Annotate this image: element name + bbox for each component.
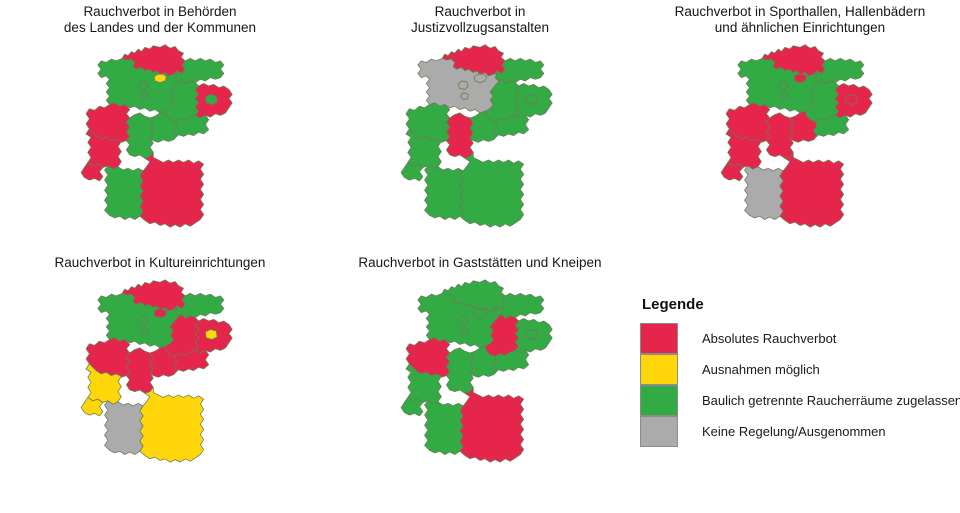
state-hb: Bremen [137, 80, 149, 100]
map-title: Rauchverbot in Kultureinrichtungen [54, 255, 266, 270]
legend: Legende Absolutes Rauchverbot Ausnahmen m… [640, 296, 960, 447]
state-sn: Sachsen [493, 115, 530, 141]
state-mv: Mecklenburg-Vorpommern [173, 57, 225, 84]
state-hb: Bremen [137, 315, 149, 335]
state-hh: Hamburg [473, 73, 488, 84]
state-he: Hessen [126, 112, 154, 159]
germany-map-behoerden: Schleswig-HolsteinMecklenburg-Vorpommern… [80, 44, 233, 228]
state-bw: Baden-Württemberg [424, 165, 464, 220]
map-title: Rauchverbot in Gaststätten und Kneipen [358, 255, 602, 270]
state-be: Berlin [524, 329, 538, 340]
state-sl: Saarland [400, 162, 424, 182]
state-sn: Sachsen [493, 350, 530, 376]
state-bw: Baden-Württemberg [104, 165, 144, 220]
germany-map-gaststaetten: Schleswig-HolsteinMecklenburg-Vorpommern… [400, 279, 553, 463]
state-sn: Sachsen [813, 115, 850, 141]
state-bw: Baden-Württemberg [744, 165, 784, 220]
legend-item-red: Absolutes Rauchverbot [640, 323, 955, 354]
state-sl: Saarland [80, 397, 104, 417]
state-bw: Baden-Württemberg [424, 400, 464, 455]
legend-item-gray: Keine Regelung/Ausgenommen [640, 416, 955, 447]
state-be: Berlin [204, 94, 218, 105]
state-bw: Baden-Württemberg [104, 400, 144, 455]
legend-swatch-gray [640, 416, 678, 447]
state-hb: Bremen [457, 80, 469, 100]
map-panel-sporthallen: Rauchverbot in Sporthallen, Hallenbädern… [640, 4, 960, 236]
map-panel-justizvollzugsanstalten: Rauchverbot in Justizvollzugsanstalten S… [320, 4, 640, 236]
state-be: Berlin [204, 329, 218, 340]
state-by: Bayern [139, 152, 205, 228]
map-canvas: Schleswig-HolsteinMecklenburg-Vorpommern… [640, 36, 960, 236]
state-hh: Hamburg [153, 73, 168, 84]
map-canvas: Schleswig-HolsteinMecklenburg-Vorpommern… [320, 271, 640, 471]
state-sl: Saarland [400, 397, 424, 417]
state-be: Berlin [524, 94, 538, 105]
legend-title: Legende [642, 296, 704, 313]
germany-map-kultureinrichtungen: Schleswig-HolsteinMecklenburg-Vorpommern… [80, 279, 233, 463]
map-canvas: Schleswig-HolsteinMecklenburg-Vorpommern… [320, 36, 640, 236]
state-by: Bayern [139, 387, 205, 463]
state-by: Bayern [459, 152, 525, 228]
state-be: Berlin [844, 94, 858, 105]
state-mv: Mecklenburg-Vorpommern [173, 292, 225, 319]
state-by: Bayern [779, 152, 845, 228]
legend-item-green: Baulich getrennte Raucherräume zugelasse… [640, 385, 960, 416]
legend-label: Absolutes Rauchverbot [702, 331, 837, 346]
state-sl: Saarland [80, 162, 104, 182]
legend-label: Ausnahmen möglich [702, 362, 820, 377]
legend-swatch-yellow [640, 354, 678, 385]
legend-rows: Absolutes Rauchverbot Ausnahmen möglich Ba… [640, 323, 960, 447]
state-he: Hessen [766, 112, 794, 159]
map-panel-gaststaetten: Rauchverbot in Gaststätten und Kneipen S… [320, 255, 640, 471]
legend-swatch-green [640, 385, 678, 416]
map-title: Rauchverbot in Sporthallen, Hallenbädern… [674, 4, 926, 35]
germany-map-sporthallen: Schleswig-HolsteinMecklenburg-Vorpommern… [720, 44, 873, 228]
map-canvas: Schleswig-HolsteinMecklenburg-Vorpommern… [0, 271, 320, 471]
state-hb: Bremen [777, 80, 789, 100]
state-sn: Sachsen [173, 115, 210, 141]
map-title: Rauchverbot in Behörden des Landes und d… [63, 4, 257, 35]
state-sn: Sachsen [173, 350, 210, 376]
state-by: Bayern [459, 387, 525, 463]
map-panel-kultureinrichtungen: Rauchverbot in Kultureinrichtungen Schle… [0, 255, 320, 471]
state-hb: Bremen [457, 315, 469, 335]
state-mv: Mecklenburg-Vorpommern [813, 57, 865, 84]
state-he: Hessen [446, 347, 474, 394]
map-title: Rauchverbot in Justizvollzugsanstalten [410, 4, 550, 35]
map-canvas: Schleswig-HolsteinMecklenburg-Vorpommern… [0, 36, 320, 236]
state-hh: Hamburg [793, 73, 808, 84]
state-mv: Mecklenburg-Vorpommern [493, 57, 545, 84]
legend-swatch-red [640, 323, 678, 354]
legend-item-yellow: Ausnahmen möglich [640, 354, 955, 385]
state-mv: Mecklenburg-Vorpommern [493, 292, 545, 319]
germany-map-justizvollzugsanstalten: Schleswig-HolsteinMecklenburg-Vorpommern… [400, 44, 553, 228]
state-he: Hessen [446, 112, 474, 159]
state-hh: Hamburg [473, 308, 488, 319]
state-sl: Saarland [720, 162, 744, 182]
state-hh: Hamburg [153, 308, 168, 319]
map-panel-behoerden: Rauchverbot in Behörden des Landes und d… [0, 4, 320, 236]
state-he: Hessen [126, 347, 154, 394]
legend-label: Baulich getrennte Raucherräume zugelasse… [702, 393, 960, 408]
legend-label: Keine Regelung/Ausgenommen [702, 424, 886, 439]
